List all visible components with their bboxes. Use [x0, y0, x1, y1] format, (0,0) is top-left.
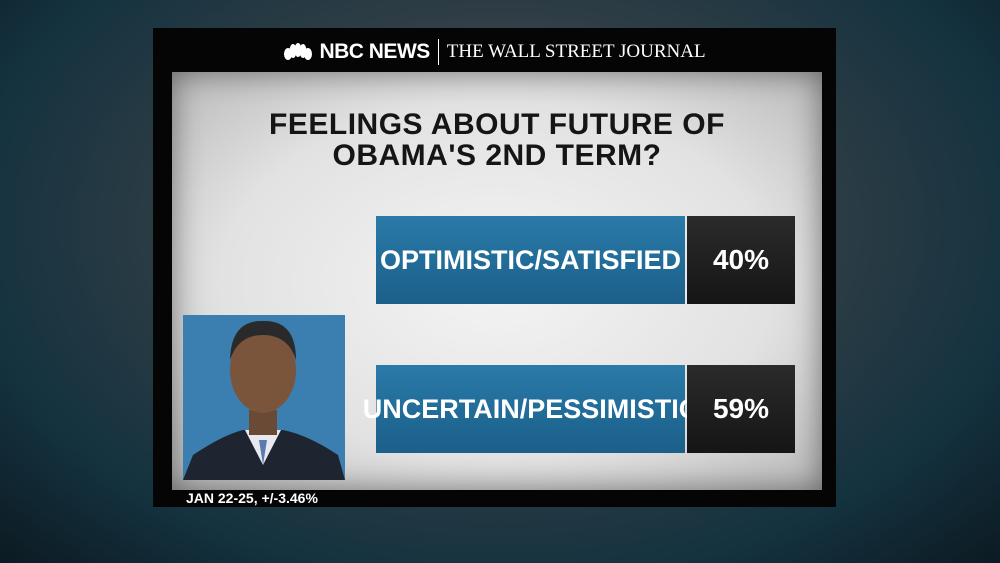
header: NBC NEWS THE WALL STREET JOURNAL [153, 36, 836, 68]
result-label: OPTIMISTIC/SATISFIED [376, 216, 685, 304]
portrait [183, 315, 345, 480]
poll-footnote: JAN 22-25, +/-3.46% [186, 490, 318, 506]
peacock-logo [284, 43, 313, 60]
title-line: FEELINGS ABOUT FUTURE OF [269, 108, 725, 141]
network-name: NBC NEWS [319, 40, 430, 63]
result-value: 40% [687, 216, 795, 304]
separator [437, 39, 439, 65]
result-value: 59% [687, 365, 795, 453]
result-label: UNCERTAIN/PESSIMISTIC [363, 365, 698, 453]
portrait-drawing [183, 320, 345, 480]
partner-name: THE WALL STREET JOURNAL [446, 41, 706, 62]
title-line: OBAMA'S 2ND TERM? [332, 139, 662, 172]
